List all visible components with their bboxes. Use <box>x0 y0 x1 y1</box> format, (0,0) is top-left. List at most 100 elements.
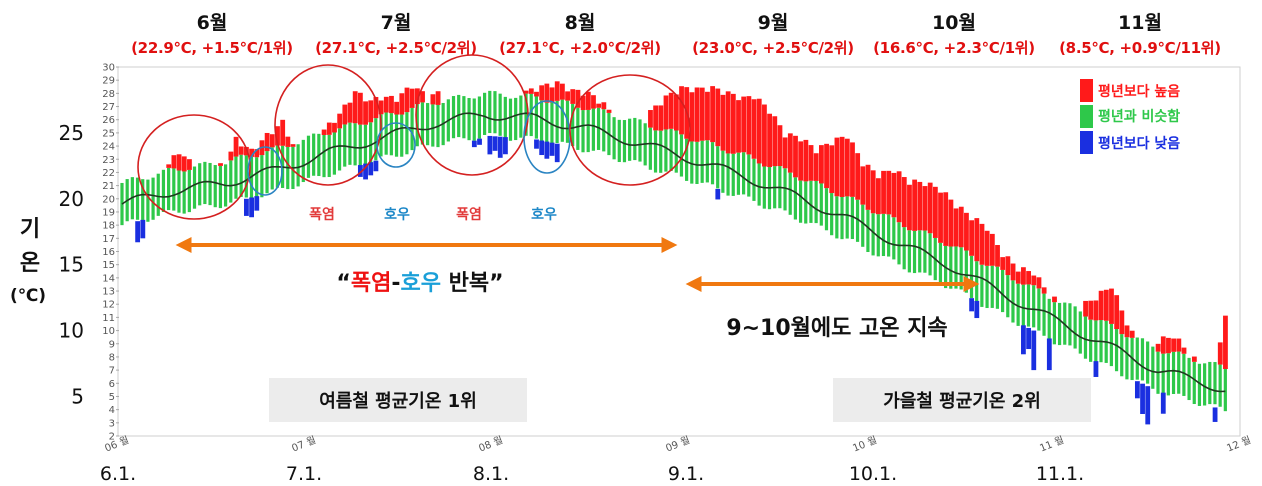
normal-range-bar <box>369 122 373 165</box>
normal-range-bar <box>809 180 813 223</box>
normal-range-bar <box>975 261 979 304</box>
normal-range-bar <box>555 100 559 144</box>
above-normal-bar <box>710 86 716 143</box>
below-normal-bar <box>544 141 550 159</box>
above-normal-bar <box>736 100 741 153</box>
normal-range-bar <box>690 141 694 184</box>
normal-range-bar <box>472 98 476 141</box>
above-normal-bar <box>844 138 850 197</box>
normal-range-bar <box>539 100 544 143</box>
above-normal-bar <box>409 88 415 108</box>
above-normal-bar <box>1005 256 1011 276</box>
above-normal-bar <box>932 186 938 238</box>
above-normal-bar <box>901 177 907 228</box>
month-name-aug: 8월 <box>565 12 596 34</box>
above-normal-bar <box>404 87 410 113</box>
below-normal-bar <box>539 140 545 156</box>
below-normal-bar <box>477 138 482 145</box>
y-tick-small-label: 7 <box>109 366 115 377</box>
normal-range-bar <box>679 134 684 177</box>
above-normal-bar <box>181 156 187 172</box>
y-tick-small-label: 2 <box>109 432 115 443</box>
above-normal-bar <box>787 133 793 173</box>
normal-range-bar <box>747 154 751 197</box>
normal-range-bar <box>912 230 917 274</box>
y-tick-small-label: 24 <box>102 142 115 153</box>
normal-range-bar <box>239 154 243 197</box>
above-normal-bar <box>591 95 596 109</box>
above-normal-bar <box>549 87 555 103</box>
below-normal-bar <box>715 188 721 200</box>
above-normal-bar <box>601 102 607 110</box>
above-normal-bar <box>580 95 586 111</box>
normal-range-bar <box>1120 334 1124 377</box>
y-tick-small-label: 13 <box>102 287 115 298</box>
heatwave-circle-jul <box>274 64 382 186</box>
normal-range-bar <box>493 91 497 134</box>
normal-range-bar <box>1109 323 1113 367</box>
y-axis-unit: (℃) <box>10 286 46 306</box>
above-normal-bar <box>927 182 933 234</box>
normal-range-bar <box>897 222 901 265</box>
y-tick-small-label: 10 <box>102 326 115 337</box>
below-normal-bar <box>1212 407 1218 422</box>
above-normal-bar <box>560 83 565 100</box>
normal-range-bar <box>871 213 875 256</box>
above-normal-bar <box>917 181 923 231</box>
above-normal-bar <box>834 137 840 197</box>
y-tick-big-label: 5 <box>71 384 84 408</box>
normal-range-bar <box>187 169 191 213</box>
event-label-heatwave-1: 폭염 <box>309 207 335 223</box>
normal-range-bar <box>327 134 331 178</box>
above-normal-bar <box>793 135 798 178</box>
autumn-rank-text: 가을철 평균기온 2위 <box>883 391 1041 412</box>
normal-range-bar <box>752 158 756 201</box>
rain-circle-jun <box>247 146 283 196</box>
above-normal-bar <box>534 91 539 97</box>
normal-range-bar <box>312 133 316 176</box>
normal-range-bar <box>514 97 518 141</box>
above-normal-bar <box>1191 356 1197 362</box>
normal-range-bar <box>384 112 388 155</box>
rain-circle-jul <box>376 122 416 168</box>
x-ticks-big: 6.1. 7.1. 8.1. 9.1. 10.1. 11.1. <box>100 463 1084 485</box>
above-normal-bar <box>1088 300 1094 320</box>
x-tick-small-label: 10 월 <box>851 434 879 455</box>
below-normal-bar <box>1134 381 1140 399</box>
above-normal-bar <box>399 93 405 115</box>
below-normal-bar <box>549 142 555 156</box>
above-normal-bar <box>176 154 182 171</box>
above-normal-bar <box>290 144 296 147</box>
below-normal-bar <box>1026 327 1031 350</box>
summer-rank-box-bg <box>269 378 527 422</box>
normal-range-bar <box>218 165 223 209</box>
normal-range-bar <box>260 155 264 198</box>
normal-range-bar <box>177 170 181 213</box>
normal-range-bar <box>167 167 171 211</box>
normal-range-bar <box>141 179 145 222</box>
normal-range-bar <box>374 118 378 161</box>
below-normal-bar <box>135 221 141 243</box>
normal-range-bar <box>653 130 658 173</box>
normal-range-bar <box>995 266 1000 309</box>
normal-range-bar <box>835 196 839 239</box>
normal-range-bar <box>985 265 989 309</box>
month-headers: 6월 (22.9℃, +1.5℃/1위) 7월 (27.1℃, +2.5℃/2위… <box>131 12 1221 57</box>
normal-range-bar <box>332 132 336 175</box>
normal-range-bar <box>296 144 300 187</box>
normal-range-bar <box>400 114 404 157</box>
above-normal-bar <box>554 81 560 101</box>
normal-range-bar <box>969 255 974 298</box>
below-normal-bar <box>249 197 254 218</box>
x-tick-small-label: 11 월 <box>1038 434 1066 455</box>
normal-range-bar <box>887 214 891 257</box>
above-normal-bar <box>964 212 969 251</box>
y-tick-small-label: 17 <box>102 234 115 245</box>
annotation-heatwave-word: 폭염 <box>351 271 391 296</box>
normal-range-bar <box>705 140 709 183</box>
normal-range-bar <box>664 129 668 172</box>
above-normal-bar <box>694 87 700 142</box>
below-normal-bar <box>969 298 975 312</box>
normal-range-bar <box>798 180 803 223</box>
normal-range-bar <box>208 162 212 206</box>
